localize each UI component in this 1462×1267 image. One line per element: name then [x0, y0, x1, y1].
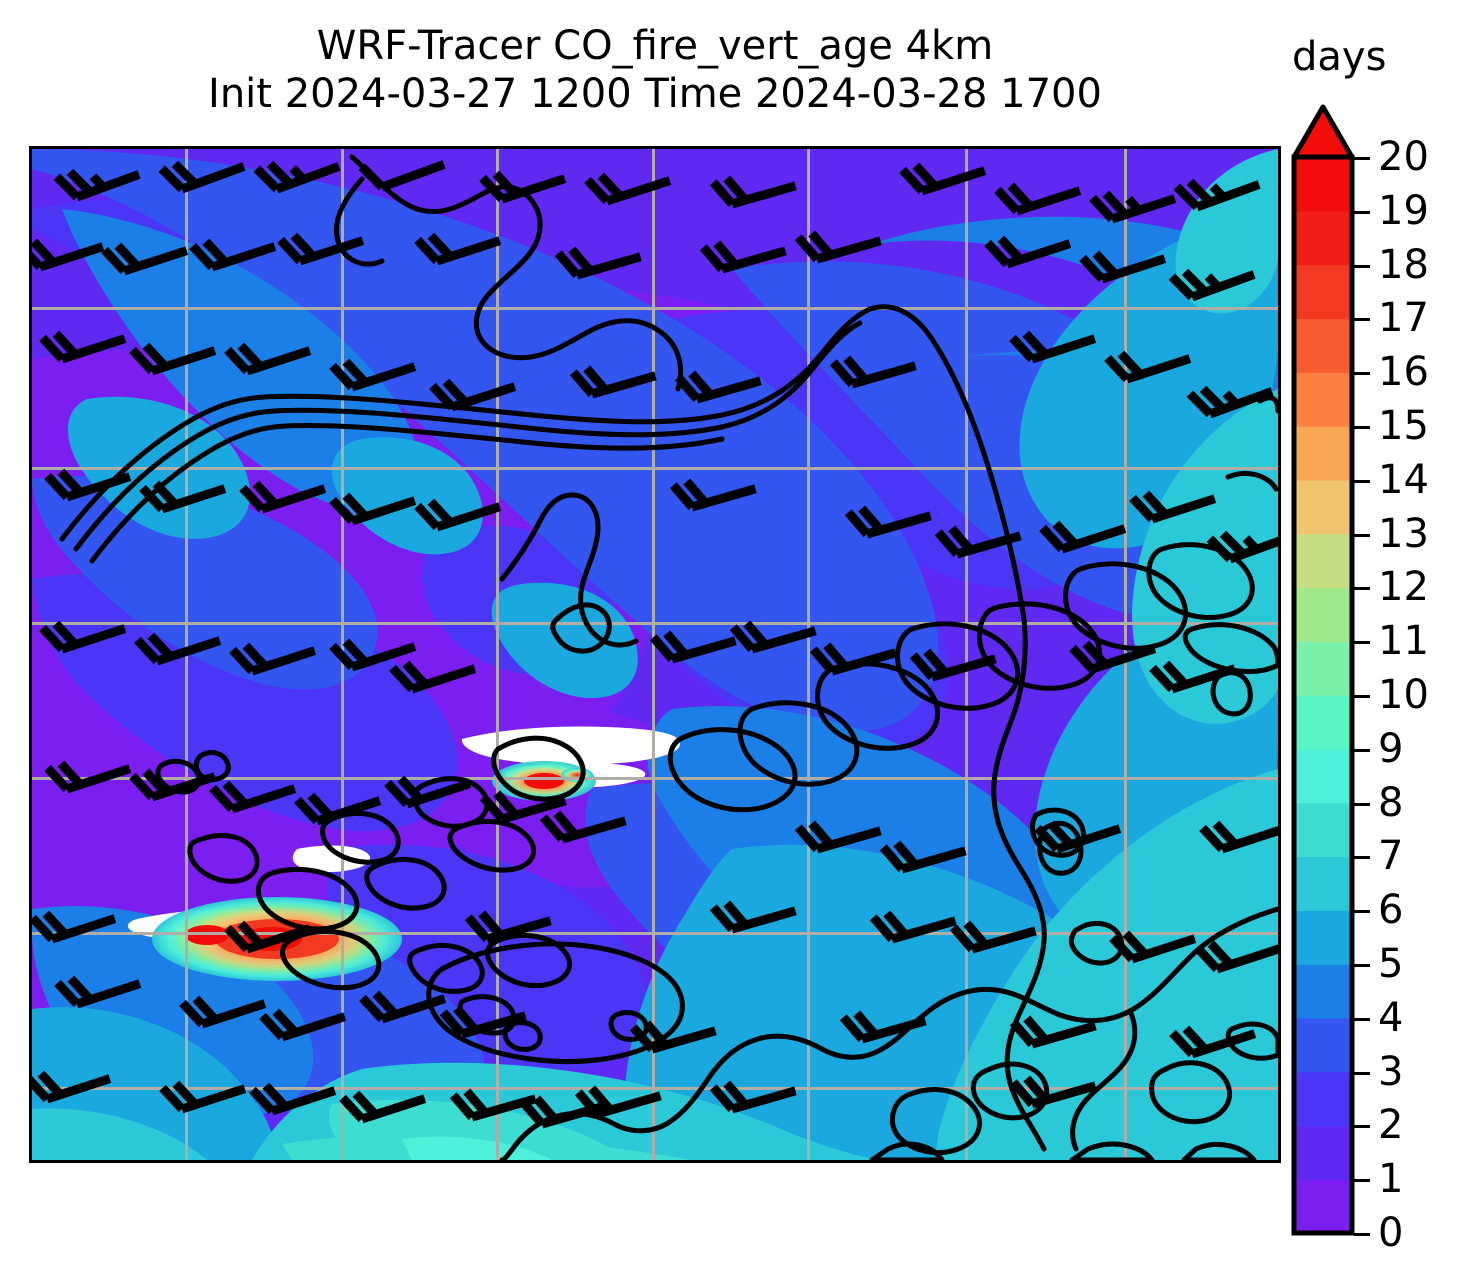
colorbar-swatch	[1294, 318, 1352, 373]
colorbar-tick-mark	[1354, 479, 1370, 483]
colorbar-tick-label: 3	[1378, 1048, 1404, 1095]
colorbar-tick-label: 11	[1378, 618, 1429, 665]
colorbar-tick-mark	[1354, 587, 1370, 591]
figure-title: WRF-Tracer CO_fire_vert_age 4km Init 202…	[29, 22, 1281, 118]
colorbar-swatch	[1294, 641, 1352, 696]
colorbar-tick-mark	[1354, 372, 1370, 376]
colorbar-tick-label: 14	[1378, 456, 1429, 503]
colorbar-swatch	[1294, 802, 1352, 858]
colorbar-unit-label: days	[1292, 34, 1387, 80]
colorbar-tick-mark	[1354, 964, 1370, 967]
colorbar-tick-label: 19	[1378, 187, 1429, 234]
colorbar-tick-label: 9	[1378, 725, 1404, 772]
wind-barbs	[32, 160, 1278, 1129]
colorbar-tick-label: 7	[1378, 833, 1404, 880]
title-line-2: Init 2024-03-27 1200 Time 2024-03-28 170…	[208, 71, 1102, 117]
colorbar-tick-label: 6	[1378, 887, 1404, 934]
colorbar-tick-mark	[1354, 1017, 1370, 1021]
colorbar-tick-mark	[1354, 856, 1370, 860]
colorbar-tick-mark	[1354, 210, 1370, 214]
colorbar-swatch	[1294, 587, 1352, 642]
colorbar-tick-label: 18	[1378, 241, 1429, 288]
colorbar-tick-mark	[1354, 641, 1370, 645]
colorbar-tick-mark	[1354, 910, 1370, 914]
colorbar-tick-label: 17	[1378, 295, 1429, 342]
colorbar-swatch	[1294, 748, 1352, 804]
colorbar	[1291, 104, 1355, 1236]
colorbar-tick-mark	[1354, 264, 1370, 268]
colorbar-swatch	[1294, 910, 1352, 965]
colorbar-swatch	[1294, 372, 1352, 427]
colorbar-tick-label: 5	[1378, 941, 1404, 987]
colorbar-tick-label: 15	[1378, 403, 1429, 449]
colorbar-tick-mark	[1354, 1125, 1370, 1129]
colorbar-tick-mark	[1354, 1233, 1370, 1236]
colorbar-swatch	[1294, 264, 1352, 320]
colorbar-tick-label: 2	[1378, 1102, 1404, 1149]
colorbar-swatch	[1294, 426, 1352, 481]
colorbar-tick-mark	[1354, 157, 1370, 160]
colorbar-swatch	[1294, 1179, 1352, 1234]
colorbar-tick-mark	[1354, 1179, 1370, 1183]
colorbar-tick-label: 20	[1378, 134, 1429, 180]
contour-field	[32, 149, 1278, 1160]
colorbar-swatch	[1294, 964, 1352, 1019]
colorbar-swatch	[1294, 479, 1352, 535]
colorbar-tick-mark	[1354, 748, 1370, 752]
colorbar-tick-label: 8	[1378, 779, 1404, 826]
colorbar-tick-label: 0	[1378, 1210, 1404, 1256]
colorbar-swatch	[1294, 1017, 1352, 1073]
title-line-1: WRF-Tracer CO_fire_vert_age 4km	[316, 23, 994, 69]
colorbar-tick-mark	[1354, 533, 1370, 537]
colorbar-tick-label: 13	[1378, 510, 1429, 557]
colorbar-swatch	[1294, 1125, 1352, 1180]
colorbar-ticks: 20 19 18 17 16 15 14 13 12 11 10 9 8 7 6 5 4 3 2 1 0	[1292, 105, 1462, 1253]
colorbar-tick-mark	[1354, 426, 1370, 429]
colorbar-tick-label: 12	[1378, 564, 1429, 611]
colorbar-swatch	[1294, 695, 1352, 750]
map-axes	[29, 146, 1281, 1163]
colorbar-tick-label: 16	[1378, 349, 1429, 396]
colorbar-tick-label: 1	[1378, 1156, 1404, 1203]
colorbar-swatch	[1294, 856, 1352, 911]
colorbar-tick-label: 10	[1378, 672, 1429, 718]
colorbar-tick-label: 4	[1378, 994, 1404, 1041]
colorbar-swatch	[1294, 210, 1352, 266]
coastlines	[59, 154, 1278, 1160]
colorbar-swatch	[1294, 157, 1352, 212]
colorbar-tick-mark	[1354, 1071, 1370, 1075]
colorbar-swatch	[1294, 1071, 1352, 1127]
colorbar-tick-mark	[1354, 695, 1370, 698]
colorbar-tick-mark	[1354, 318, 1370, 322]
colorbar-swatch	[1294, 533, 1352, 589]
map-overlays	[32, 149, 1278, 1160]
colorbar-tick-mark	[1354, 802, 1370, 806]
